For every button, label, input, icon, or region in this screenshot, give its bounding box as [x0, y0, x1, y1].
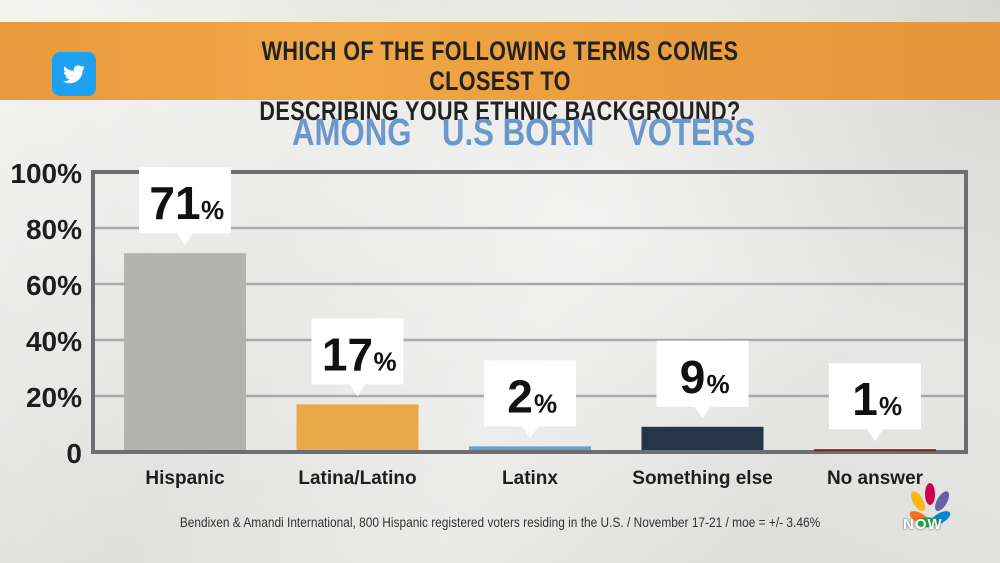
y-tick-label: 80% — [26, 214, 82, 245]
y-tick-label: 60% — [26, 270, 82, 301]
value-label: 17 — [322, 328, 373, 380]
subtitle-among: AMONG — [292, 112, 412, 154]
value-unit: % — [534, 388, 557, 418]
bar — [814, 449, 936, 452]
title-banner — [0, 22, 1000, 100]
bar — [124, 253, 246, 450]
plot-frame — [91, 170, 968, 454]
bar — [641, 426, 764, 450]
twitter-icon[interactable] — [52, 52, 96, 96]
bar — [469, 446, 591, 450]
value-unit: % — [201, 195, 224, 225]
subtitle-voters: VOTERS — [627, 112, 756, 154]
source-note: Bendixen & Amandi International, 800 His… — [179, 514, 821, 530]
category-label: Latinx — [502, 468, 558, 489]
subtitle-us-born: U.S BORN — [442, 112, 595, 154]
value-unit: % — [374, 346, 397, 376]
category-label: No answer — [827, 468, 924, 489]
y-tick-label: 20% — [26, 382, 82, 413]
value-label: 9 — [680, 351, 706, 403]
peacock-logo-icon — [909, 483, 951, 528]
value-unit: % — [879, 391, 902, 421]
value-callout — [484, 360, 576, 439]
now-logo-text: NOW — [903, 516, 943, 533]
value-callout — [656, 340, 749, 419]
value-label: 1 — [852, 373, 878, 425]
title-line-2: DESCRIBING YOUR ETHNIC BACKGROUND? — [259, 96, 741, 126]
category-label: Hispanic — [145, 468, 225, 489]
value-unit: % — [707, 369, 730, 399]
bar — [296, 404, 419, 450]
category-label: Latina/Latino — [298, 468, 416, 489]
category-label: Something else — [632, 468, 772, 489]
value-callout — [139, 167, 231, 246]
value-callout — [311, 318, 404, 397]
value-callout — [829, 363, 921, 442]
value-label: 71 — [149, 177, 200, 229]
value-label: 2 — [507, 370, 533, 422]
y-tick-label: 100% — [10, 158, 82, 189]
y-tick-label: 0 — [66, 438, 82, 469]
y-tick-label: 40% — [26, 326, 82, 357]
chart-title: WHICH OF THE FOLLOWING TERMS COMES CLOSE… — [220, 36, 780, 126]
title-line-1: WHICH OF THE FOLLOWING TERMS COMES CLOSE… — [261, 36, 739, 96]
